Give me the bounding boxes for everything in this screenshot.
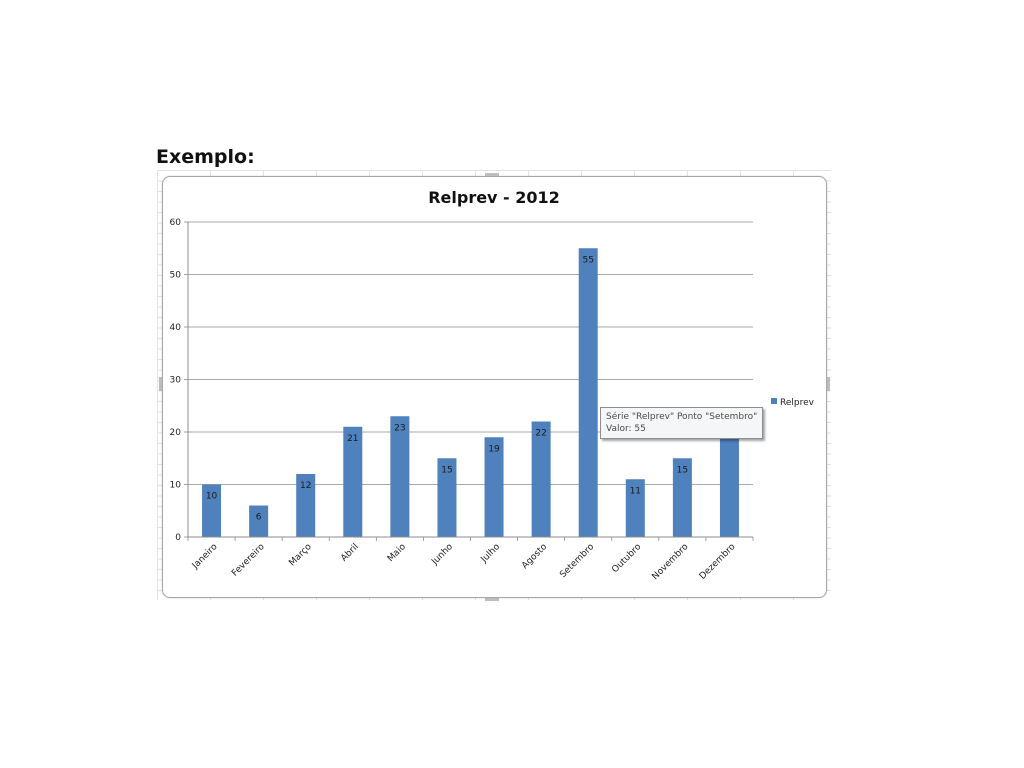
x-tick-label: Março xyxy=(287,542,314,569)
resize-handle-left[interactable] xyxy=(159,377,162,391)
y-tick-label: 10 xyxy=(170,481,182,491)
page-heading: Exemplo: xyxy=(156,146,255,168)
y-axis-ticks: 0 10 20 30 40 50 60 xyxy=(170,218,188,543)
bar[interactable] xyxy=(531,421,551,538)
data-label: 23 xyxy=(394,423,405,433)
chart-title: Relprev - 2012 xyxy=(428,188,560,207)
bar[interactable] xyxy=(437,458,457,537)
resize-handle-right[interactable] xyxy=(827,377,830,391)
x-tick-label: Fevereiro xyxy=(230,542,267,579)
bar[interactable] xyxy=(296,474,316,537)
x-tick-label: Setembro xyxy=(558,542,596,580)
x-tick-label: Janeiro xyxy=(190,542,220,572)
data-label: 15 xyxy=(441,465,452,475)
data-label: 19 xyxy=(488,444,500,454)
resize-handle-bottom[interactable] xyxy=(485,598,499,601)
data-label: 22 xyxy=(535,429,546,439)
legend-label: Relprev xyxy=(780,398,815,408)
x-tick-label: Dezembro xyxy=(698,542,738,582)
y-tick-label: 0 xyxy=(175,533,181,543)
data-point-tooltip: Série "Relprev" Ponto "Setembro" Valor: … xyxy=(600,407,764,439)
tooltip-series-line: Série "Relprev" Ponto "Setembro" xyxy=(606,412,758,422)
data-label: 55 xyxy=(582,255,593,265)
legend-swatch xyxy=(771,398,777,404)
y-tick-label: 50 xyxy=(170,271,182,281)
data-label: 10 xyxy=(206,492,218,502)
data-label: 12 xyxy=(300,481,311,491)
x-tick-label: Abril xyxy=(339,542,361,564)
bar[interactable] xyxy=(390,416,410,537)
x-tick-label: Outubro xyxy=(610,542,643,575)
data-label: 21 xyxy=(347,434,358,444)
y-tick-label: 60 xyxy=(170,218,182,228)
bar[interactable] xyxy=(578,248,598,537)
resize-handle-top[interactable] xyxy=(485,173,499,176)
x-tick-label: Julho xyxy=(479,542,503,566)
bar[interactable] xyxy=(484,437,504,537)
y-tick-label: 30 xyxy=(170,376,182,386)
bar[interactable] xyxy=(343,426,363,537)
y-tick-label: 20 xyxy=(170,428,182,438)
tooltip-value-line: Valor: 55 xyxy=(606,424,646,434)
data-labels: 10612212315192255111522 xyxy=(206,255,735,522)
bar[interactable] xyxy=(625,479,645,537)
data-label: 6 xyxy=(256,513,262,523)
x-tick-label: Agosto xyxy=(520,542,549,571)
bars xyxy=(202,248,739,537)
bar[interactable] xyxy=(719,421,739,538)
axes xyxy=(187,222,753,538)
data-label: 11 xyxy=(630,486,641,496)
y-tick-label: 40 xyxy=(170,323,182,333)
bar[interactable] xyxy=(202,484,222,538)
x-tick-label: Novembro xyxy=(650,542,690,582)
bar[interactable] xyxy=(672,458,692,537)
bar[interactable] xyxy=(249,505,269,538)
legend: Relprev xyxy=(771,398,815,408)
x-tick-label: Junho xyxy=(429,542,455,568)
x-axis-ticks: Janeiro Fevereiro Março Abril Maio Junho Julho… xyxy=(187,537,754,582)
gridlines xyxy=(188,221,753,485)
data-label: 15 xyxy=(677,465,688,475)
x-tick-label: Maio xyxy=(386,542,408,564)
